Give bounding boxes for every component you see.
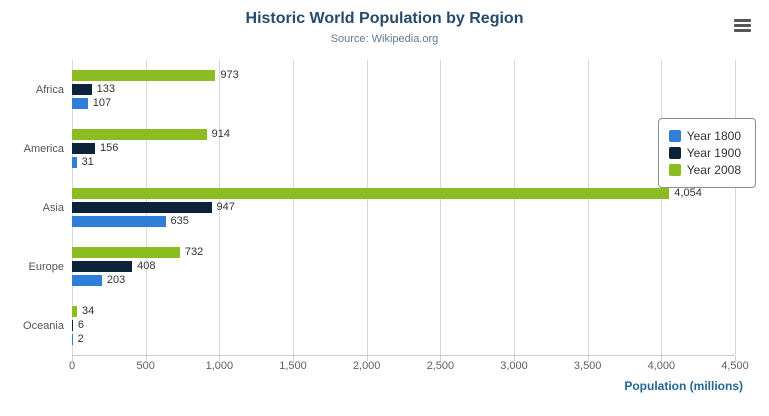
hamburger-menu-icon[interactable] <box>734 19 751 32</box>
x-tick-label: 500 <box>136 360 155 372</box>
legend-item-year-1900[interactable]: Year 1900 <box>668 146 741 160</box>
legend-marker-icon <box>668 130 681 142</box>
legend-label: Year 1800 <box>686 129 741 143</box>
x-tick-label: 4,500 <box>721 360 749 372</box>
y-axis-labels: Africa America Asia Europe Oceania <box>0 60 64 355</box>
x-axis-tick <box>735 356 736 361</box>
legend-item-year-2008[interactable]: Year 2008 <box>668 163 741 177</box>
legend-marker-icon <box>668 147 681 159</box>
category-label-asia: Asia <box>42 201 64 214</box>
x-tick-label: 2,000 <box>352 360 381 372</box>
bar-year-1800-oceania[interactable] <box>72 334 73 345</box>
bar-year-2008-america[interactable] <box>72 129 207 140</box>
x-axis-title: Population (millions) <box>624 379 743 393</box>
x-tick-label: 2,500 <box>426 360 455 372</box>
hamburger-line <box>734 29 751 32</box>
gridline <box>219 60 221 355</box>
x-axis-tick <box>72 356 73 361</box>
bar-value-label: 4,054 <box>674 187 702 199</box>
bar-value-label: 2 <box>77 333 84 345</box>
bar-year-2008-oceania[interactable] <box>72 306 77 317</box>
chart-subtitle: Source: Wikipedia.org <box>330 33 439 45</box>
bar-year-1900-africa[interactable] <box>72 84 92 95</box>
legend-marker-icon <box>668 164 681 176</box>
bar-year-1900-oceania[interactable] <box>72 320 73 331</box>
bar-year-1800-africa[interactable] <box>72 98 88 109</box>
x-axis-tick <box>145 356 147 361</box>
bar-year-1900-asia[interactable] <box>72 202 212 213</box>
hamburger-line <box>734 19 751 22</box>
gridline <box>366 60 368 355</box>
category-label-america: America <box>23 142 64 155</box>
bar-year-1900-america[interactable] <box>72 143 95 154</box>
gridline <box>293 60 294 355</box>
x-axis-tick <box>514 356 515 361</box>
legend-label: Year 2008 <box>686 163 741 177</box>
bar-year-1800-europe[interactable] <box>72 275 102 286</box>
x-axis-tick <box>661 356 663 361</box>
bar-value-label: 973 <box>220 69 239 81</box>
bar-value-label: 156 <box>99 142 119 154</box>
bar-value-label: 914 <box>211 128 231 140</box>
bar-value-label: 6 <box>77 319 84 331</box>
x-axis-line <box>72 355 735 356</box>
x-tick-label: 0 <box>68 360 76 372</box>
x-axis-tick <box>219 356 221 361</box>
x-tick-label: 4,000 <box>647 360 676 372</box>
bar-year-1900-europe[interactable] <box>72 261 133 272</box>
chart-title: Historic World Population by Region <box>245 10 524 27</box>
category-label-africa: Africa <box>35 83 64 96</box>
x-tick-label: 1,500 <box>279 360 307 372</box>
legend-item-year-1800[interactable]: Year 1800 <box>668 129 741 143</box>
bar-value-label: 34 <box>82 305 95 317</box>
gridline <box>514 60 515 355</box>
bar-value-label: 31 <box>81 156 94 168</box>
bar-year-1800-america[interactable] <box>72 157 77 168</box>
bar-value-label: 947 <box>216 201 235 213</box>
x-axis-tick <box>440 356 442 361</box>
gridline <box>661 60 663 355</box>
bar-value-label: 635 <box>170 215 189 227</box>
hamburger-line <box>734 24 751 27</box>
x-tick-label: 1,000 <box>205 360 234 372</box>
x-tick-label: 3,500 <box>573 360 602 372</box>
legend-label: Year 1900 <box>686 146 741 160</box>
bar-year-2008-asia[interactable] <box>72 188 670 199</box>
bar-value-label: 732 <box>184 246 204 258</box>
gridline <box>587 60 589 355</box>
bar-value-label: 203 <box>106 274 126 286</box>
x-axis-tick <box>587 356 589 361</box>
bar-value-label: 408 <box>137 260 156 272</box>
x-tick-label: 3,000 <box>500 360 528 372</box>
category-label-europe: Europe <box>28 260 64 273</box>
x-axis-tick <box>366 356 368 361</box>
x-axis-labels: 0 500 1,000 1,500 2,000 2,500 3,000 3,500 4,000 4… <box>69 360 749 376</box>
bar-year-2008-europe[interactable] <box>72 247 180 258</box>
gridline <box>735 60 736 355</box>
category-label-oceania: Oceania <box>23 319 64 332</box>
x-axis-tick <box>293 356 294 361</box>
plot-area: 973 133 107 914 156 31 4,054 947 635 732 408 203 34 6… <box>72 60 736 361</box>
bar-value-label: 133 <box>96 83 115 95</box>
gridline <box>440 60 442 355</box>
legend: Year 1800 Year 1900 Year 2008 <box>657 118 756 188</box>
bar-year-1800-asia[interactable] <box>72 216 166 227</box>
bar-value-label: 107 <box>92 97 112 109</box>
bar-year-2008-africa[interactable] <box>72 70 216 81</box>
